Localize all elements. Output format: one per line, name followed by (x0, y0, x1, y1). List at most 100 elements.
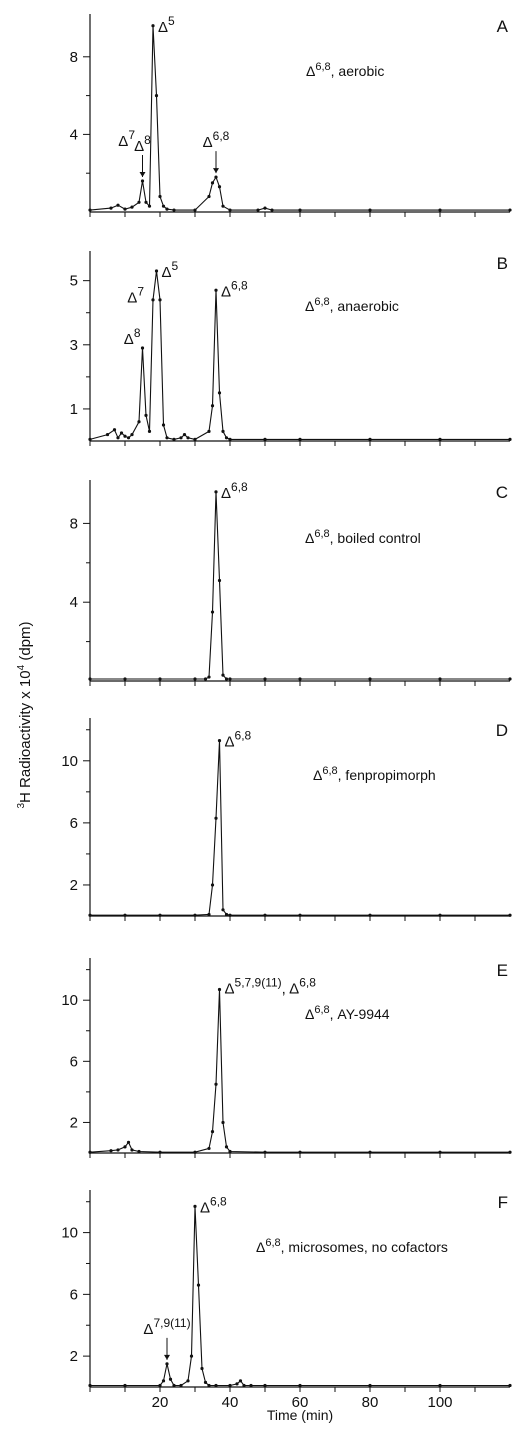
data-point (158, 1383, 162, 1388)
data-point (179, 436, 183, 440)
data-point (203, 677, 208, 681)
peak-label: Δ6,8 (203, 129, 230, 151)
data-point (210, 883, 215, 887)
peak-label: Δ6,8 (225, 729, 252, 751)
data-point (182, 432, 187, 437)
panel-letter: D (496, 721, 508, 740)
data-point (193, 913, 197, 917)
data-point (116, 203, 120, 207)
data-point (217, 987, 222, 992)
data-point (207, 1146, 211, 1151)
data-point (88, 1150, 92, 1154)
data-point (214, 175, 218, 179)
annotation-arrowhead (164, 1354, 170, 1360)
data-point (137, 420, 141, 424)
data-point (161, 204, 166, 208)
data-point (112, 428, 117, 432)
data-point (147, 429, 152, 433)
data-point (221, 908, 225, 912)
data-point (249, 1383, 253, 1388)
data-point (210, 404, 215, 408)
x-tick-label: 20 (152, 1394, 169, 1411)
peak-label: Δ8 (134, 133, 151, 155)
data-point (508, 208, 512, 212)
series-line-a (89, 25, 510, 211)
data-point (217, 185, 222, 189)
condition-delta: Δ (306, 63, 315, 79)
data-point (109, 1149, 113, 1153)
peak-label: Δ5 (162, 259, 179, 281)
data-point (228, 208, 232, 212)
peak-label-sup2: 6,8 (299, 976, 316, 990)
data-point (368, 208, 372, 212)
peak-label-delta: Δ (162, 264, 172, 281)
data-point (221, 204, 225, 208)
peak-label-delta: Δ (225, 981, 235, 998)
data-point (438, 437, 442, 441)
data-point (203, 1380, 208, 1384)
peak-label-sup: 8 (144, 133, 151, 147)
data-point (298, 437, 302, 441)
y-tick-label: 10 (61, 753, 78, 770)
condition-sup: 6,8 (315, 61, 330, 73)
y-tick-label: 10 (61, 1225, 78, 1242)
peak-label-sup: 6,8 (231, 480, 248, 494)
x-tick-label: 100 (427, 1394, 452, 1411)
data-point (438, 677, 442, 681)
data-point (228, 1149, 232, 1154)
y-tick-label: 4 (70, 594, 78, 611)
peak-label: Δ7 (127, 284, 144, 306)
y-axis-label-main: H Radioactivity x 10 (17, 670, 34, 803)
data-point (217, 578, 222, 583)
data-point (126, 436, 131, 440)
data-point (88, 1383, 92, 1388)
peak-label: Δ6,8 (221, 278, 248, 300)
data-point (508, 1150, 512, 1154)
data-point (228, 913, 232, 917)
condition-sup: 6,8 (314, 528, 329, 540)
data-point (263, 206, 267, 210)
data-point (123, 677, 127, 681)
data-point (298, 913, 302, 917)
data-point (109, 206, 113, 210)
data-point (298, 1383, 302, 1388)
data-point (298, 208, 302, 212)
data-point (116, 436, 120, 440)
data-point (368, 913, 372, 917)
data-point (193, 1150, 197, 1154)
data-point (88, 913, 92, 917)
data-point (217, 391, 222, 395)
panel-letter: B (497, 254, 508, 273)
x-tick-label: 40 (222, 1394, 239, 1411)
data-point (144, 413, 148, 417)
data-point (130, 432, 134, 437)
peak-label-sup: 7 (137, 284, 144, 298)
data-point (158, 677, 162, 681)
data-point (263, 1150, 267, 1154)
data-point (438, 1383, 442, 1388)
data-point (168, 1377, 173, 1381)
data-point (217, 739, 222, 743)
condition-label: Δ6,8, fenpropimorph (313, 765, 436, 783)
data-point (165, 207, 169, 211)
data-point (207, 912, 211, 917)
condition-label: Δ6,8, aerobic (306, 61, 384, 79)
data-point (224, 1145, 229, 1149)
data-point (88, 437, 92, 441)
condition-text: , fenpropimorph (338, 767, 436, 783)
data-point (207, 675, 211, 679)
data-point (263, 913, 267, 917)
y-tick-label: 10 (61, 992, 78, 1009)
condition-text: , aerobic (331, 63, 385, 79)
condition-label: Δ6,8, AY-9944 (305, 1004, 390, 1022)
data-point (172, 437, 176, 441)
data-point (186, 436, 190, 440)
condition-delta: Δ (305, 1006, 314, 1022)
data-point (189, 1354, 194, 1358)
y-axis-label-sup-4: 4 (16, 664, 27, 670)
peak-label-sup: 7 (128, 128, 135, 142)
data-point (158, 913, 162, 917)
